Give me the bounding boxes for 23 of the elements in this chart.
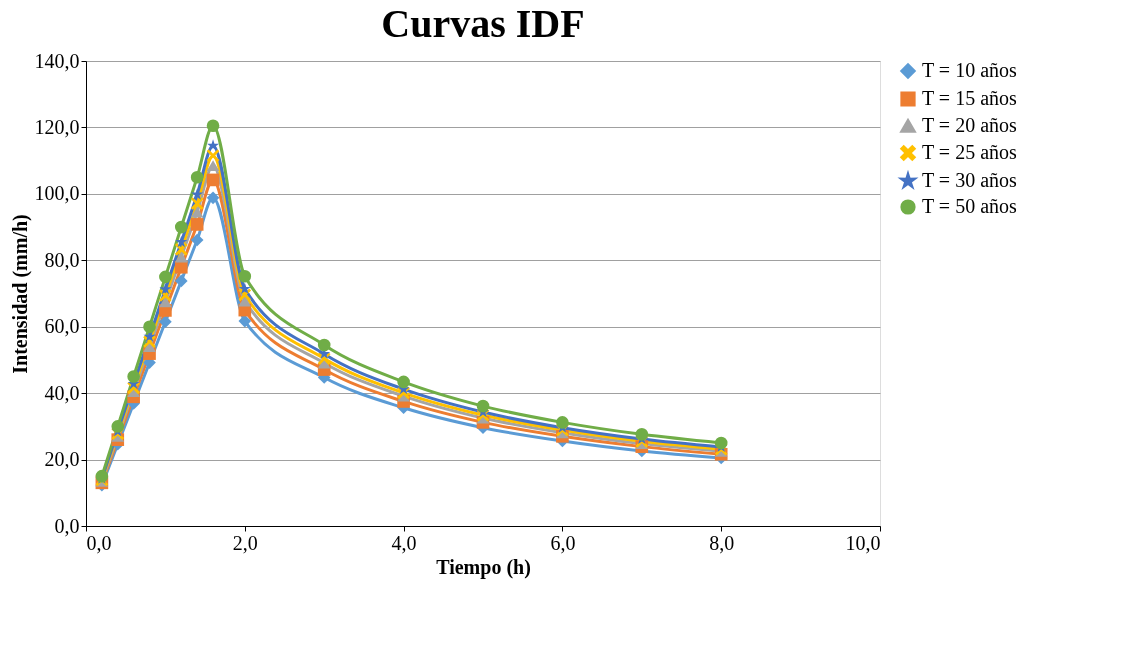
x-tick-label: 0,0	[86, 531, 112, 554]
y-tick-label: 40,0	[44, 381, 80, 404]
y-tick-label: 120,0	[34, 115, 80, 138]
legend-label: T = 30 años	[922, 169, 1018, 191]
y-tick-label: 140,0	[34, 49, 80, 72]
y-axis-title: Intensidad (mm/h)	[8, 214, 32, 374]
x-tick-label: 10,0	[845, 531, 881, 554]
y-tick-label: 80,0	[44, 248, 80, 271]
x-tick-label: 8,0	[709, 531, 735, 554]
y-tick-label: 100,0	[34, 182, 80, 205]
x-axis-title: Tiempo (h)	[436, 555, 531, 579]
chart-title: Curvas IDF	[381, 1, 585, 46]
legend-label: T = 20 años	[922, 114, 1018, 136]
x-tick-label: 6,0	[550, 531, 576, 554]
y-tick-label: 60,0	[44, 315, 80, 338]
x-tick-label: 2,0	[232, 531, 258, 554]
legend-label: T = 15 años	[922, 87, 1018, 109]
y-tick-label: 0,0	[54, 514, 80, 537]
y-tick-label: 20,0	[44, 448, 80, 471]
legend-label: T = 50 años	[922, 195, 1018, 217]
legend-label: T = 10 años	[922, 59, 1018, 81]
legend-label: T = 25 años	[922, 141, 1018, 163]
x-tick-label: 4,0	[391, 531, 417, 554]
